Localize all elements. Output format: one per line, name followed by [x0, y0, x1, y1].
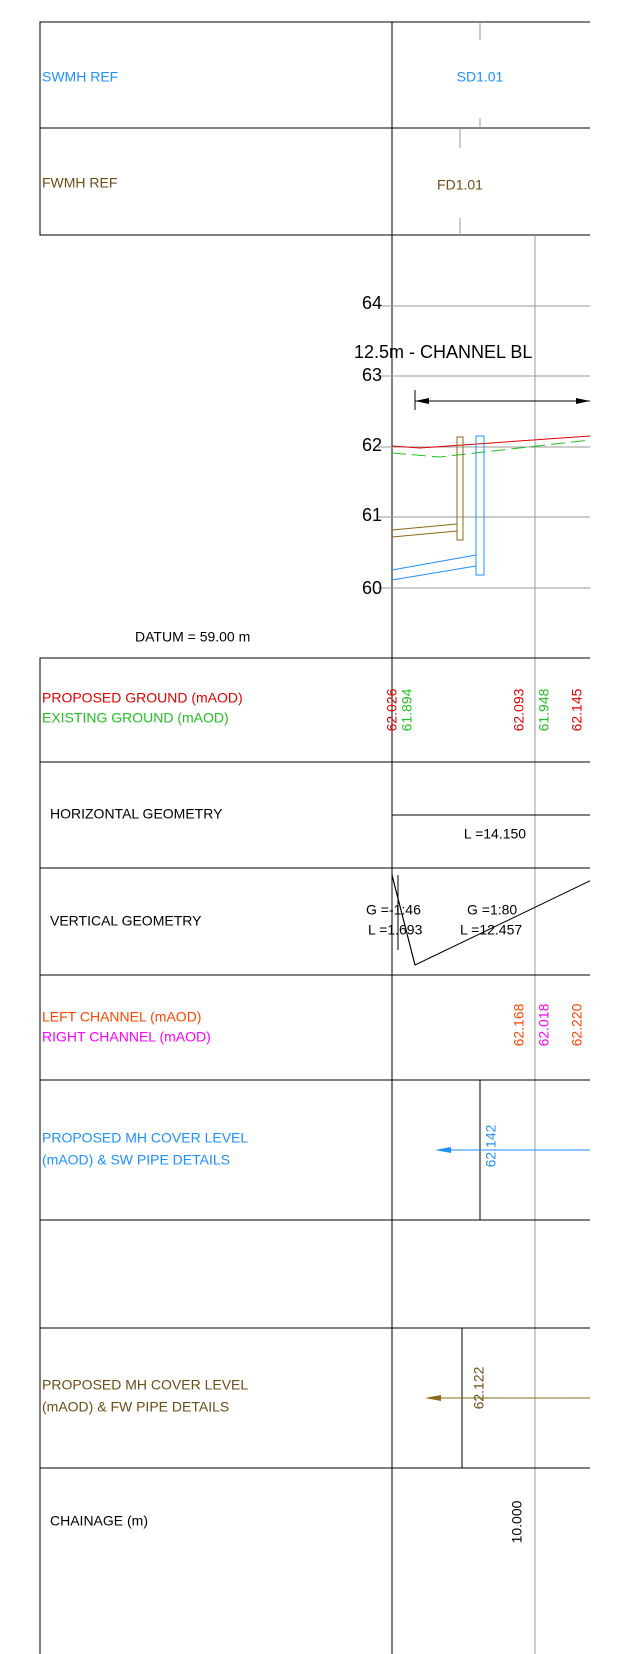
level-value: 61.948	[536, 688, 552, 731]
length: L =14.150	[464, 826, 526, 842]
level-label: 63	[362, 365, 382, 385]
fwmh-label: FWMH REF	[42, 175, 117, 191]
swmh-ref: SD1.01	[457, 69, 504, 85]
sw-pipe	[391, 435, 485, 581]
level-value: 61.894	[399, 688, 415, 731]
cover-level: 62.122	[471, 1366, 487, 1409]
table-lines	[39, 657, 590, 1654]
level-label: 64	[362, 293, 382, 313]
datum: DATUM = 59.00 m	[135, 629, 250, 645]
row-label: (mAOD) & FW PIPE DETAILS	[42, 1399, 229, 1415]
chainage-value: 10.000	[509, 1500, 525, 1543]
level-value: 62.168	[511, 1003, 527, 1046]
grade: G =1:80	[467, 902, 517, 918]
fwmh-ref: FD1.01	[437, 177, 483, 193]
fw-pipe	[391, 436, 464, 541]
row-label: (mAOD) & SW PIPE DETAILS	[42, 1152, 230, 1168]
levels	[378, 305, 590, 589]
level-value: 62.145	[569, 688, 585, 731]
existing-ground	[391, 439, 590, 458]
row-label: VERTICAL GEOMETRY	[50, 913, 202, 929]
level-value: 62.093	[511, 688, 527, 731]
row-label: PROPOSED MH COVER LEVEL	[42, 1130, 248, 1146]
row-label: EXISTING GROUND (mAOD)	[42, 710, 229, 726]
row-label: CHAINAGE (m)	[50, 1513, 148, 1529]
level-label: 60	[362, 578, 382, 598]
vertical-profile	[391, 874, 416, 966]
level-value: 62.018	[536, 1003, 552, 1046]
row-label: HORIZONTAL GEOMETRY	[50, 806, 223, 822]
row-label: PROPOSED MH COVER LEVEL	[42, 1377, 248, 1393]
row-label: RIGHT CHANNEL (mAOD)	[42, 1029, 211, 1045]
vertical-profile	[391, 874, 590, 966]
grade: G =-1:46	[366, 902, 421, 918]
length: L =1.693	[368, 922, 423, 938]
level-value: 62.220	[569, 1003, 585, 1046]
level-label: 62	[362, 435, 382, 455]
dimension	[414, 390, 590, 410]
level-value: 62.026	[384, 688, 400, 731]
annotation: 12.5m - CHANNEL BL	[354, 342, 532, 362]
proposed-ground	[391, 435, 590, 449]
level-label: 61	[362, 505, 382, 525]
row-label: PROPOSED GROUND (mAOD)	[42, 690, 243, 706]
swmh-label: SWMH REF	[42, 69, 118, 85]
length: L =12.457	[460, 922, 522, 938]
fw-arrow	[425, 1395, 590, 1401]
sw-arrow	[435, 1147, 590, 1153]
row-label: LEFT CHANNEL (mAOD)	[42, 1009, 201, 1025]
cover-level: 62.142	[483, 1124, 499, 1167]
